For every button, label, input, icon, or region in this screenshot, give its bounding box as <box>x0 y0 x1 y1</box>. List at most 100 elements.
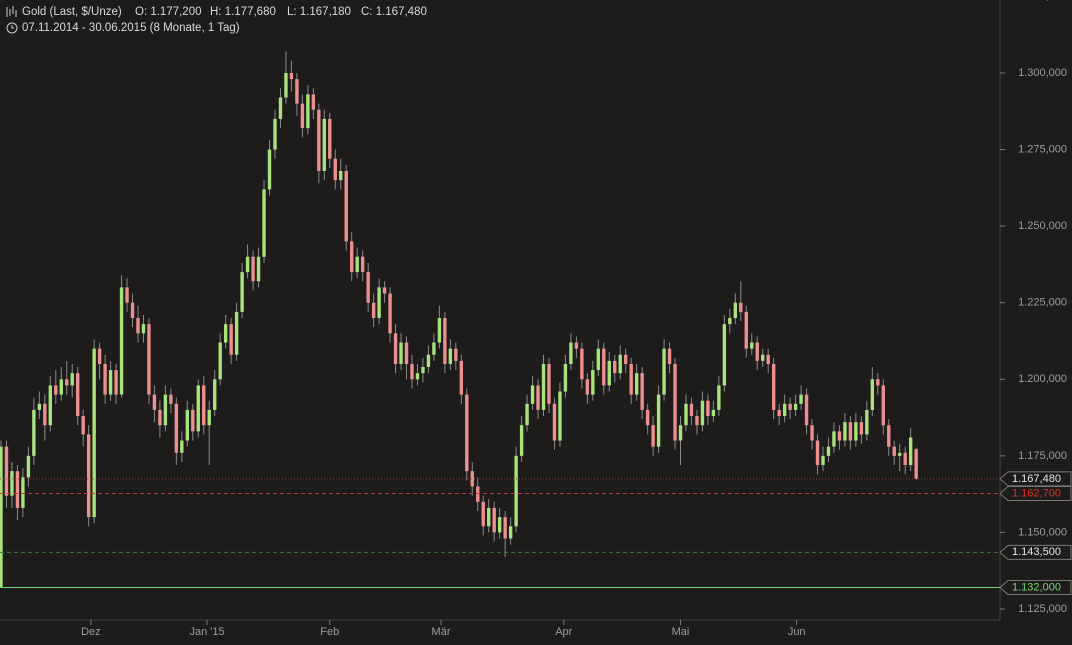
candle-body <box>191 409 195 432</box>
candle <box>821 446 825 472</box>
candle <box>541 354 546 417</box>
candle <box>832 422 836 453</box>
candle-body <box>525 403 529 426</box>
candle <box>141 314 146 343</box>
candle <box>476 477 480 511</box>
y-tick-label: 1.125,000 <box>1018 603 1067 615</box>
candle <box>382 281 387 303</box>
candle-body <box>695 416 699 426</box>
candle <box>700 391 705 432</box>
candle-body <box>421 367 425 374</box>
candle-body <box>410 363 414 380</box>
candle <box>163 385 168 432</box>
candle <box>278 88 283 129</box>
candle <box>54 370 58 404</box>
high-value: H: 1.177,680 <box>210 6 276 18</box>
candle <box>503 510 507 557</box>
candle-body <box>174 403 179 453</box>
candle-body <box>355 256 359 273</box>
candle <box>410 354 414 389</box>
candle-body <box>92 348 96 518</box>
candle-body <box>185 409 190 441</box>
candle-body <box>306 94 310 129</box>
price-level-label: 1.162,700 <box>1012 487 1061 499</box>
candle-body <box>448 348 453 364</box>
price-level-label: 1.132,000 <box>1012 581 1061 593</box>
candle-body <box>481 501 485 527</box>
candle <box>147 318 151 404</box>
candle-body <box>580 348 584 380</box>
candle-body <box>799 394 803 404</box>
candle <box>755 336 759 371</box>
candle <box>656 385 661 453</box>
candle <box>207 400 211 466</box>
candle <box>881 379 885 435</box>
y-tick-label: 1.200,000 <box>1018 373 1067 385</box>
candle <box>667 342 672 374</box>
candle-body <box>744 311 748 349</box>
candle <box>339 158 343 190</box>
candle-body <box>711 409 716 417</box>
candle-body <box>750 342 754 349</box>
candle-body <box>563 363 568 392</box>
candle-body <box>333 158 337 181</box>
candle-body <box>777 409 781 417</box>
candle-body <box>684 403 688 426</box>
candle-body <box>180 440 184 453</box>
candle-body <box>892 446 896 456</box>
candle-body <box>344 170 348 242</box>
candle-body <box>624 354 628 364</box>
period: 07.11.2014 - 30.06.2015 (8 Monate, 1 Tag… <box>22 22 240 34</box>
candle <box>333 149 337 190</box>
candle <box>459 354 464 404</box>
candle-body <box>114 370 118 395</box>
candle-body <box>218 342 222 380</box>
candle <box>169 388 173 413</box>
candle-body <box>393 333 398 364</box>
candle <box>328 112 332 168</box>
candle-body <box>202 385 206 426</box>
candle-body <box>706 400 710 417</box>
candle <box>355 247 359 279</box>
candle <box>443 311 447 374</box>
x-tick-label: Dez <box>81 626 101 638</box>
price-level-tag <box>999 486 1072 502</box>
candle <box>70 363 74 398</box>
candle-body <box>547 363 551 404</box>
candle-body <box>459 360 464 395</box>
candle-body <box>761 354 765 361</box>
candle-body <box>607 360 611 386</box>
candle-body <box>585 379 590 395</box>
candle-body <box>70 373 74 386</box>
x-tick-label: Mär <box>432 626 451 638</box>
candle <box>558 382 562 447</box>
candle-body <box>317 109 321 171</box>
candle <box>525 394 529 432</box>
candle <box>804 388 809 435</box>
y-tick-label: 1.150,000 <box>1018 526 1067 538</box>
candle-body <box>26 455 31 478</box>
candle <box>465 388 469 481</box>
candle <box>574 336 579 358</box>
candle-body <box>223 324 228 343</box>
candle <box>711 400 716 423</box>
candle-body <box>541 363 546 410</box>
candle-body <box>810 425 814 441</box>
candle <box>92 339 96 524</box>
candle <box>0 440 3 588</box>
candle <box>174 397 179 466</box>
candle <box>15 465 20 521</box>
candle-body <box>722 324 727 386</box>
candle <box>645 403 650 435</box>
candle <box>454 342 458 371</box>
candle-body <box>536 385 540 410</box>
candle <box>415 363 420 386</box>
candle <box>448 339 453 371</box>
candle-body <box>404 342 409 364</box>
candle-body <box>552 403 557 441</box>
price-level-tag <box>999 544 1072 560</box>
candle-body <box>497 517 502 533</box>
candle-body <box>119 287 124 395</box>
candle-body <box>426 354 431 368</box>
